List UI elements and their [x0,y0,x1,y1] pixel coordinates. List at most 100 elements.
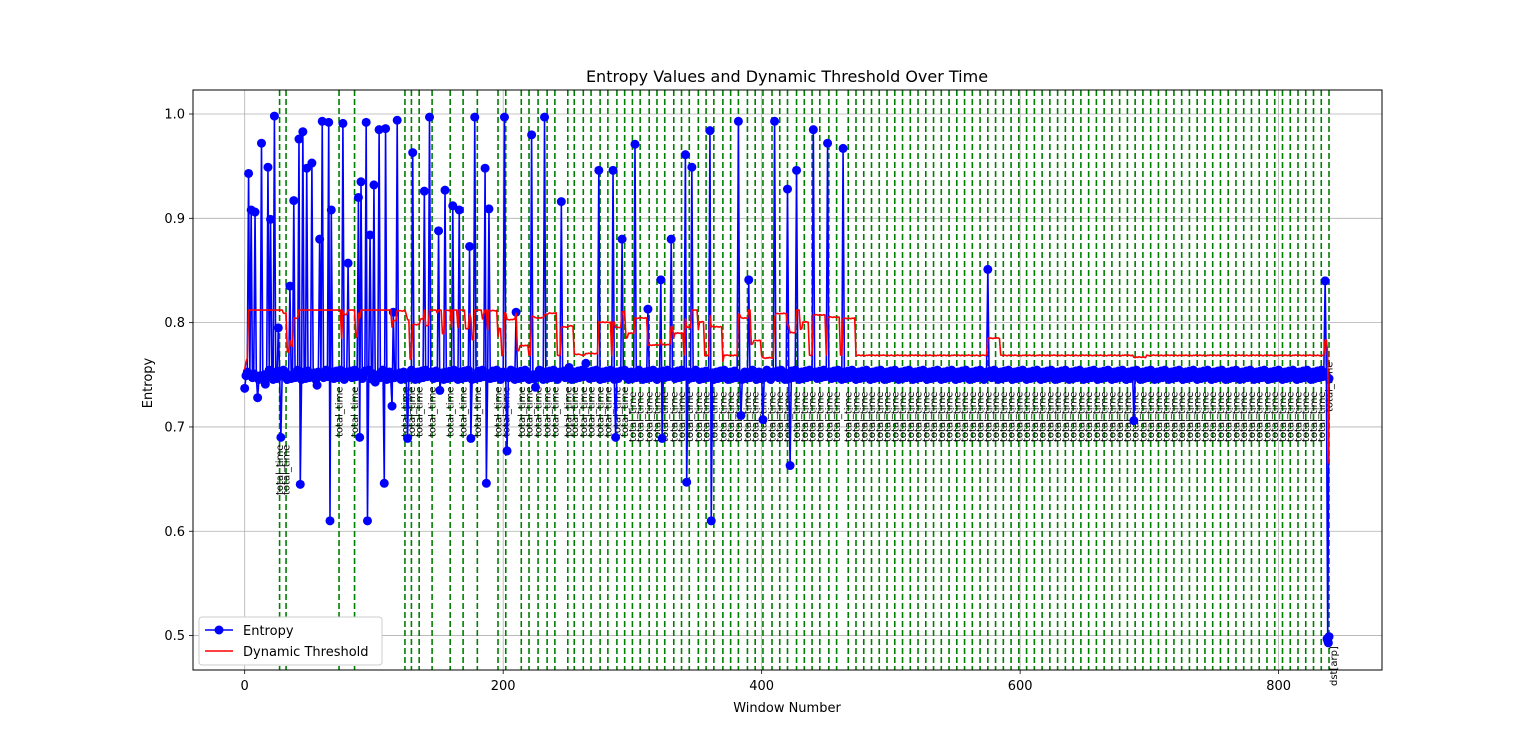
marker-label: total_time [921,392,932,442]
marker-label: total_time [1069,392,1080,442]
marker-label: total_time [473,387,484,437]
marker-label: total_time [350,387,361,437]
marker-label: total_time [718,392,729,442]
marker-label: total_time [1146,392,1157,442]
entropy-point [256,138,266,148]
marker-label: total_time [991,392,1002,442]
entropy-point [656,275,666,285]
entropy-point [356,177,366,187]
marker-label: total_time [851,392,862,442]
marker-label: total_time [1030,392,1041,442]
marker-label: total_time [1177,392,1188,442]
entropy-point [419,186,429,196]
legend-entropy-label: Entropy [243,624,294,639]
marker-label: total_time [1325,362,1336,412]
entropy-point [353,192,363,202]
entropy-point [338,118,348,128]
marker-label: total_time [660,392,671,442]
legend: Entropy Dynamic Threshold [198,616,383,666]
entropy-point [266,214,276,224]
entropy-point [611,432,621,442]
entropy-point [466,433,476,443]
entropy-point [581,358,591,368]
marker-label: total_time [832,392,843,442]
entropy-point [1324,632,1334,642]
marker-label: total_time [1309,392,1320,442]
marker-label: total_time [1115,392,1126,442]
entropy-point [381,124,391,134]
entropy-point [425,112,435,122]
entropy-point [682,477,692,487]
marker-label: total_time [709,392,720,442]
marker-label: total_time [859,392,870,442]
marker-label: total_time [875,392,886,442]
x-tick-label: 0 [241,679,249,694]
marker-label: total_time [1231,392,1242,442]
entropy-point [403,433,413,443]
marker-label: total_time [968,392,979,442]
marker-label: total_time [1076,392,1087,442]
marker-label: total_time [677,392,688,442]
entropy-point [530,382,540,392]
entropy-point [325,516,335,526]
entropy-point [448,201,458,211]
marker-label: total_time [867,392,878,442]
entropy-point [1129,416,1139,426]
entropy-point [454,205,464,215]
marker-label: total_time [407,387,418,437]
entropy-point [289,196,299,206]
marker-label: total_time [952,392,963,442]
entropy-point [343,258,353,268]
entropy-point [657,433,667,443]
final-marker-label: dst[arp] [1329,646,1340,686]
plot-frame [192,89,1383,671]
entropy-point [294,134,304,144]
entropy-point [736,410,746,420]
axis-ticks: 0 200 400 600 800 0.5 0.6 0.7 0.8 0.9 1.0 [164,107,1291,694]
marker-label: total_time [783,392,794,442]
marker-label: total_time [1084,392,1095,442]
marker-label: total_time [550,387,561,437]
marker-label: total_time [1092,392,1103,442]
marker-label: total_time [1255,392,1266,442]
marker-label: total_time [563,387,574,437]
entropy-point [250,207,260,217]
marker-label: total_time [694,392,705,442]
marker-label: total_time [685,392,696,442]
entropy-point [808,125,818,135]
marker-label: total_time [1216,392,1227,442]
marker-label: total_time [652,392,663,442]
entropy-point [666,234,676,244]
marker-label: total_time [751,392,762,442]
entropy-point [369,180,379,190]
marker-label: total_time [459,387,470,437]
x-tick-label: 600 [1008,679,1033,694]
entropy-point [440,185,450,195]
threshold-line [243,309,1330,464]
y-tick-label: 0.7 [164,420,185,435]
marker-label: total_time [1107,392,1118,442]
marker-label: total_time [1208,392,1219,442]
entropy-point [680,150,690,160]
marker-label: total_time [579,387,590,437]
marker-label: total_time [596,387,607,437]
entropy-point [744,275,754,285]
marker-label: total_time [1293,392,1304,442]
marker-label: total_time [612,387,623,437]
marker-label: total_time [620,387,631,437]
entropy-point [617,234,627,244]
marker-label: total_time [446,387,457,437]
data-series [240,111,1334,648]
marker-label: total_time [628,392,639,442]
marker-label: total_time [1038,392,1049,442]
entropy-point [643,304,653,314]
entropy-point [484,204,494,214]
entropy-point [687,162,697,172]
entropy-point [706,516,716,526]
entropy-point [481,478,491,488]
x-tick-label: 400 [749,679,774,694]
marker-label: total_time [898,392,909,442]
entropy-point [465,241,475,251]
entropy-point [365,230,375,240]
marker-label: total_time [400,387,411,437]
